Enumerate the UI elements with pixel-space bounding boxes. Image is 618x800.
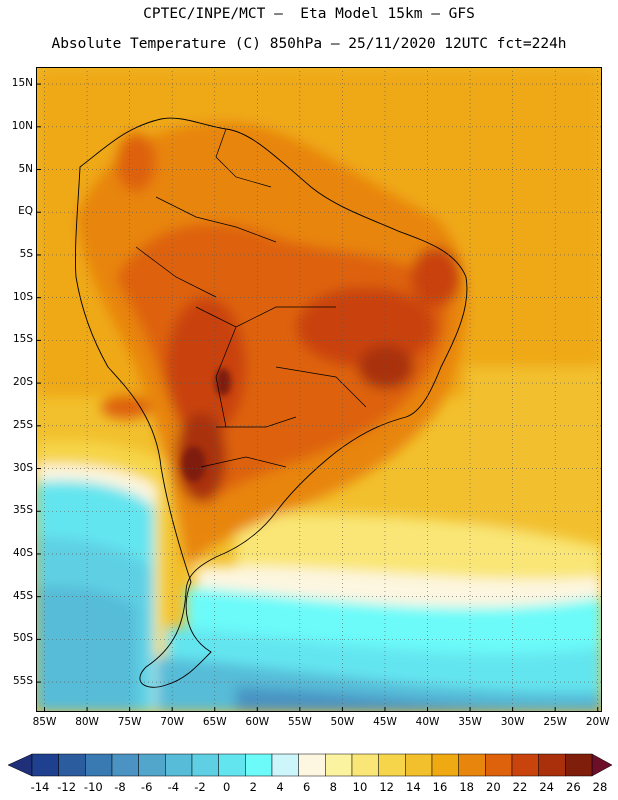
lon-tick-label: 65W: [202, 716, 227, 728]
colorbar-swatch: [31, 753, 59, 777]
colorbar-swatch: [111, 753, 139, 777]
colorbar-swatch: [138, 753, 166, 777]
temperature-field: [36, 67, 602, 712]
lat-tick-label: 40S: [12, 546, 33, 559]
title-line-2: Absolute Temperature (C) 850hPa – 25/11/…: [51, 36, 567, 52]
colorbar-swatch: [245, 753, 273, 777]
lon-tick-label: 45W: [373, 716, 397, 728]
lon-tick-label: 30W: [500, 716, 525, 728]
lat-tick-label: 5S: [19, 247, 33, 260]
lon-tick-label: 35W: [458, 716, 482, 728]
lat-tick-label: 55S: [12, 675, 33, 688]
colorbar-label: 22: [513, 780, 528, 794]
lon-tick-label: 60W: [245, 716, 270, 728]
colorbar-label: 2: [250, 780, 257, 794]
colorbar-label: 12: [379, 780, 394, 794]
colorbar: -14 -12 -10 -8 -6 -4 -2 0 2 4 6 8 10 12 14 16 18 20 22 24 26…: [7, 753, 613, 794]
colorbar-label: 24: [539, 780, 554, 794]
colorbar-low-arrow: [7, 753, 33, 777]
colorbar-label: 6: [303, 780, 310, 794]
colorbar-label: -2: [194, 780, 205, 794]
lon-tick-label: 80W: [75, 716, 99, 728]
colorbar-swatch: [378, 753, 406, 777]
coastline: [75, 117, 468, 688]
colorbar-swatch: [165, 753, 193, 777]
colorbar-label: 0: [223, 780, 230, 794]
map-frame: [36, 67, 602, 712]
colorbar-swatch: [511, 753, 539, 777]
title-line-1: CPTEC/INPE/MCT – Eta Model 15km – GFS: [143, 6, 475, 22]
colorbar-swatch: [351, 753, 379, 777]
lon-tick-label: 75W: [117, 716, 142, 728]
lon-tick-label: 85W: [32, 716, 57, 728]
colorbar-label: 18: [459, 780, 474, 794]
colorbar-swatch: [565, 753, 593, 777]
colorbar-swatch: [298, 753, 326, 777]
colorbar-swatch: [325, 753, 353, 777]
colorbar-label: -6: [141, 780, 152, 794]
lat-tick-label: 20S: [12, 376, 33, 389]
colorbar-swatch: [458, 753, 486, 777]
colorbar-swatch: [85, 753, 113, 777]
lat-tick-label: 45S: [12, 589, 33, 602]
lat-tick-label: 15N: [11, 77, 33, 90]
colorbar-swatch: [485, 753, 513, 777]
lat-tick-label: 50S: [12, 632, 33, 645]
colorbar-label: 10: [353, 780, 368, 794]
colorbar-label: -14: [31, 780, 50, 794]
lon-tick-label: 20W: [585, 716, 610, 728]
colorbar-high-arrow: [591, 753, 613, 777]
lat-tick-label: 15S: [12, 333, 33, 346]
colorbar-label: 26: [566, 780, 581, 794]
lat-tick-label: 10S: [12, 290, 33, 303]
colorbar-swatch: [405, 753, 433, 777]
colorbar-label: 20: [486, 780, 501, 794]
map-ticks: [36, 83, 599, 712]
colorbar-label: -4: [168, 780, 179, 794]
map-panel: [36, 67, 602, 712]
colorbar-label: 14: [406, 780, 421, 794]
colorbar-swatch: [271, 753, 299, 777]
colorbar-label: -8: [114, 780, 125, 794]
colorbar-swatch: [431, 753, 459, 777]
colorbar-label: -10: [84, 780, 103, 794]
temperature-map: [36, 67, 602, 712]
lon-tick-label: 55W: [287, 716, 312, 728]
lon-tick-label: 70W: [160, 716, 185, 728]
lat-tick-label: 5N: [18, 162, 33, 175]
lon-tick-label: 25W: [543, 716, 568, 728]
lon-tick-label: 50W: [330, 716, 355, 728]
lat-tick-label: 10N: [11, 119, 33, 132]
lat-tick-label: 35S: [12, 504, 33, 517]
country-borders: [135, 128, 367, 468]
lat-tick-label: 30S: [12, 461, 33, 474]
colorbar-label: -12: [57, 780, 76, 794]
colorbar-label: 4: [276, 780, 283, 794]
colorbar-label: 28: [593, 780, 608, 794]
colorbar-label: 8: [330, 780, 337, 794]
colorbar-swatch: [58, 753, 86, 777]
colorbar-label: 16: [433, 780, 448, 794]
colorbar-swatch: [538, 753, 566, 777]
lat-tick-label: 25S: [12, 418, 33, 431]
colorbar-swatch: [191, 753, 219, 777]
lon-tick-label: 40W: [415, 716, 440, 728]
lat-tick-label: EQ: [18, 205, 33, 218]
colorbar-swatch: [218, 753, 246, 777]
